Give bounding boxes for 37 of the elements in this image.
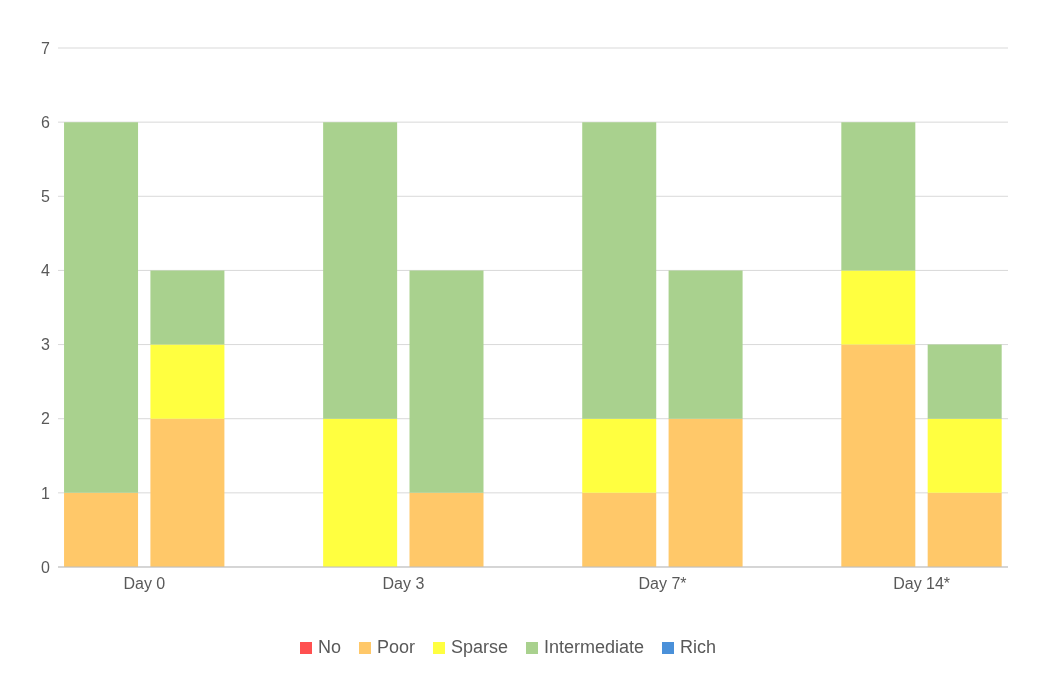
x-tick-label: Day 0 (123, 575, 166, 592)
y-tick-label: 2 (41, 410, 51, 428)
bar (64, 492, 139, 567)
y-tick-label: 7 (41, 39, 51, 57)
bar (668, 418, 743, 567)
bar (668, 270, 743, 419)
bar (150, 270, 225, 345)
bar (409, 492, 484, 567)
y-tick-label: 5 (41, 187, 51, 205)
legend-label: Sparse (450, 637, 508, 658)
bar (841, 122, 916, 271)
bar (323, 122, 398, 419)
y-tick-label: 3 (41, 336, 51, 354)
bar (150, 344, 225, 419)
bar (150, 418, 225, 567)
legend-label: Poor (376, 637, 415, 658)
bar (582, 418, 657, 493)
bar (323, 418, 398, 567)
x-tick-label: Day 7* (638, 575, 687, 592)
y-tick-label: 6 (41, 113, 51, 131)
bar (927, 492, 1002, 567)
bar (64, 122, 139, 493)
bar (409, 270, 484, 493)
legend-label: Rich (680, 637, 717, 658)
legend-label: No (317, 637, 341, 658)
bar (841, 270, 916, 345)
bar (582, 492, 657, 567)
x-tick-label: Day 14* (893, 575, 951, 592)
bar (927, 418, 1002, 493)
bar (582, 122, 657, 419)
x-tick-label: Day 3 (382, 575, 425, 592)
y-tick-label: 0 (41, 558, 51, 576)
y-tick-label: 4 (41, 262, 51, 280)
bar (841, 344, 916, 567)
y-tick-label: 1 (41, 484, 51, 502)
bar (927, 344, 1002, 419)
legend-label: Intermediate (544, 637, 645, 658)
